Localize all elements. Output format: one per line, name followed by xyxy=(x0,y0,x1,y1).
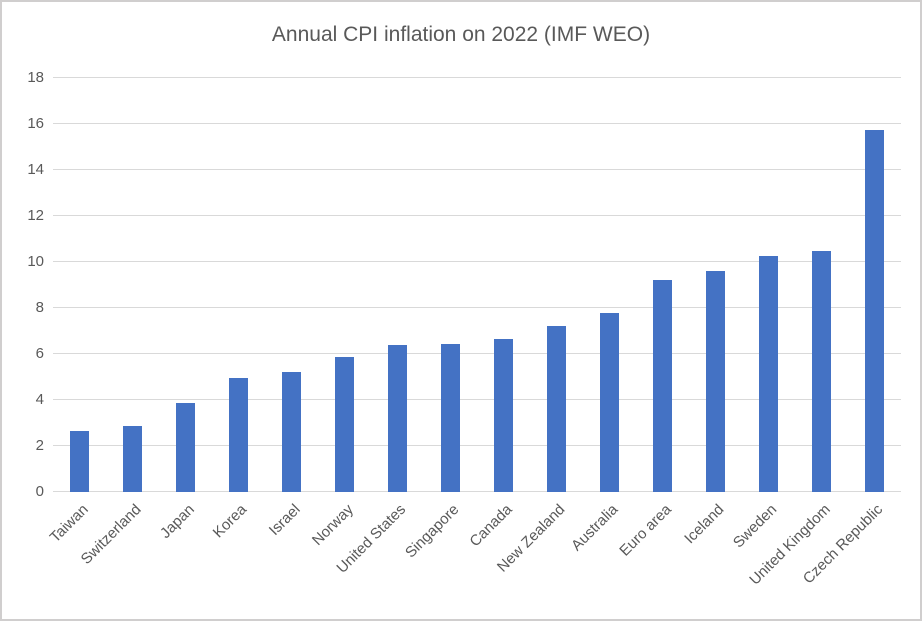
bar-cell-sweden xyxy=(742,78,795,492)
x-axis-label-norway: Norway xyxy=(308,501,357,549)
bar-taiwan xyxy=(69,431,90,492)
x-axis-label-sweden: Sweden xyxy=(730,501,781,552)
bar-cell-euro-area xyxy=(636,78,689,492)
bar-korea xyxy=(228,378,249,492)
bar-canada xyxy=(493,339,514,492)
x-axis-label-singapore: Singapore xyxy=(402,501,463,562)
bar-united-states xyxy=(387,344,408,492)
gridline-0 xyxy=(53,491,901,492)
gridline-4 xyxy=(53,399,901,400)
gridline-12 xyxy=(53,215,901,217)
gridline-14 xyxy=(53,169,901,170)
bar-cell-united-kingdom xyxy=(795,78,848,492)
gridline-16 xyxy=(53,123,901,124)
y-axis-tick-label-8: 8 xyxy=(35,299,44,316)
bar-cell-united-states xyxy=(371,78,424,492)
bar-singapore xyxy=(440,343,461,492)
y-axis-tick-label-4: 4 xyxy=(35,391,44,408)
bar-cell-czech-republic xyxy=(848,78,901,492)
bar-sweden xyxy=(758,256,779,492)
gridline-6 xyxy=(53,353,901,355)
gridline-10 xyxy=(53,261,901,262)
y-axis-tick-label-6: 6 xyxy=(35,345,44,363)
bar-norway xyxy=(334,357,355,492)
bar-united-kingdom xyxy=(811,250,832,492)
x-axis-label-iceland: Iceland xyxy=(681,501,728,548)
gridline-18 xyxy=(53,77,901,78)
x-axis-label-australia: Australia xyxy=(568,501,622,555)
bar-australia xyxy=(599,312,620,492)
bar-israel xyxy=(281,372,302,492)
bar-new-zealand xyxy=(546,326,567,492)
y-axis-tick-label-10: 10 xyxy=(27,253,44,270)
gridline-2 xyxy=(53,445,901,446)
bar-cell-korea xyxy=(212,78,265,492)
bar-czech-republic xyxy=(864,129,885,492)
bar-cell-japan xyxy=(159,78,212,492)
x-axis-labels: Taiwan Switzerland Japan Korea Israel Norway U… xyxy=(46,492,901,617)
bar-cell-canada xyxy=(477,78,530,492)
y-axis-tick-label-12: 12 xyxy=(27,207,44,225)
bar-cell-taiwan xyxy=(53,78,106,492)
chart-title: Annual CPI inflation on 2022 (IMF WEO) xyxy=(271,23,651,46)
bar-iceland xyxy=(705,271,726,492)
y-axis-tick-label-16: 16 xyxy=(27,115,44,132)
x-axis-label-taiwan: Taiwan xyxy=(46,501,92,547)
x-axis-label-japan: Japan xyxy=(156,501,198,542)
y-axis-tick-label-2: 2 xyxy=(35,437,44,454)
bar-japan xyxy=(175,403,196,492)
bar-cell-new-zealand xyxy=(530,78,583,492)
x-axis-label-euro-area: Euro area xyxy=(615,501,675,560)
bar-cell-singapore xyxy=(424,78,477,492)
y-axis-tick-label-14: 14 xyxy=(27,161,44,178)
bars-layer xyxy=(53,78,901,492)
y-axis-tick-label-0: 0 xyxy=(35,483,44,500)
x-axis-label-korea: Korea xyxy=(210,501,251,542)
gridline-8 xyxy=(53,307,901,308)
bar-cell-switzerland xyxy=(106,78,159,492)
bar-cell-australia xyxy=(583,78,636,492)
plot-area: 0 2 4 6 8 10 12 14 16 18 Taiwan Switzerland Japan Ko… xyxy=(27,69,901,588)
x-axis-label-canada: Canada xyxy=(466,501,516,551)
y-axis-tick-label-18: 18 xyxy=(27,69,44,86)
x-axis-label-israel: Israel xyxy=(265,501,304,539)
bar-cell-iceland xyxy=(689,78,742,492)
bar-switzerland xyxy=(122,426,143,492)
bar-cell-norway xyxy=(318,78,371,492)
bar-cell-israel xyxy=(265,78,318,492)
bar-euro-area xyxy=(652,280,673,492)
